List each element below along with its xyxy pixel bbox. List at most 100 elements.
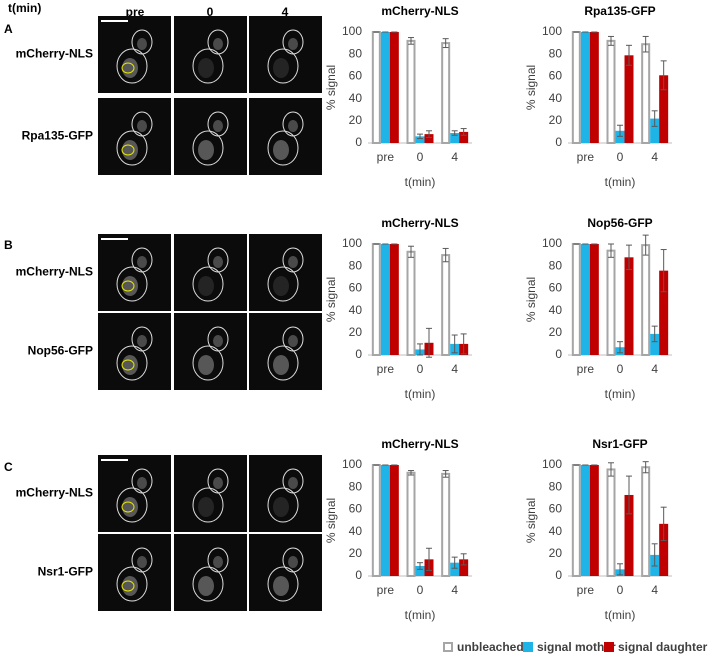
cell-blob: [273, 497, 289, 517]
cell-blob: [198, 355, 214, 375]
y-tick-label: 80: [549, 258, 563, 272]
micrograph: [174, 234, 247, 311]
row-label: Nsr1-GFP: [38, 565, 93, 579]
y-tick-label: 40: [549, 91, 563, 105]
error-bar: [451, 130, 458, 136]
image-bg: [174, 534, 247, 611]
bar: [450, 562, 460, 576]
bar: [441, 472, 451, 578]
series: [589, 31, 669, 144]
series: [380, 464, 460, 576]
cell-blob: [198, 58, 214, 78]
y-tick-label: 40: [549, 524, 563, 538]
y-tick-label: 0: [355, 135, 362, 149]
row-label: mCherry-NLS: [16, 486, 93, 500]
y-tick-label: 0: [355, 568, 362, 582]
x-axis-title: t(min): [605, 175, 636, 189]
error-bar: [642, 461, 649, 474]
bar: [650, 333, 660, 355]
cell-blob: [273, 140, 289, 160]
cell-outline: [267, 266, 299, 302]
bar: [389, 465, 399, 576]
bleach-roi: [121, 62, 135, 74]
bar: [389, 244, 399, 355]
micrograph: [174, 98, 247, 175]
bar: [589, 465, 599, 576]
error-bar: [451, 556, 458, 569]
series: [371, 31, 451, 145]
error-bar: [442, 38, 449, 49]
image-bg: [249, 16, 322, 93]
bleach-roi: [121, 359, 135, 371]
cell-blob: [273, 58, 289, 78]
error-bar: [626, 244, 632, 271]
error-bar: [660, 60, 667, 91]
x-tick-label: 0: [617, 583, 624, 597]
x-axis-title: t(min): [605, 387, 636, 401]
image-bg: [249, 234, 322, 311]
cell-outline: [207, 468, 229, 494]
cell-blob: [213, 38, 223, 50]
micrograph: [98, 234, 171, 311]
series: [580, 243, 660, 355]
x-tick-label: pre: [577, 362, 595, 376]
y-tick-label: 0: [555, 135, 562, 149]
cell-outline: [282, 468, 304, 494]
bleach-roi: [121, 280, 135, 292]
error-bar: [451, 334, 458, 354]
cell-outline: [116, 487, 148, 523]
error-bar: [651, 110, 658, 127]
series: [371, 243, 451, 357]
image-bg: [98, 455, 171, 532]
cell-blob: [288, 556, 298, 568]
cell-blob: [273, 276, 289, 296]
error-bar: [642, 234, 649, 256]
cell-outline: [282, 29, 304, 55]
time-label: t(min): [8, 1, 41, 15]
cell-blob: [198, 497, 214, 517]
cell-outline: [131, 547, 153, 573]
error-bar: [651, 325, 658, 343]
error-bar: [660, 506, 667, 541]
panel-label: A: [4, 22, 13, 36]
cell-blob: [288, 256, 298, 268]
series: [389, 31, 469, 143]
series: [389, 243, 469, 358]
series: [589, 464, 669, 576]
y-tick-label: 100: [342, 457, 362, 471]
cell-outline: [282, 247, 304, 273]
x-tick-label: 4: [451, 362, 458, 376]
cell-blob: [213, 477, 223, 489]
y-tick-label: 80: [549, 479, 563, 493]
x-axis-title: t(min): [405, 175, 436, 189]
legend-label: signal daughter: [618, 640, 708, 654]
y-axis-title: % signal: [324, 498, 338, 543]
image-bg: [98, 234, 171, 311]
image-bg: [249, 313, 322, 390]
legend-swatch: [523, 642, 533, 652]
bar: [659, 523, 669, 576]
series: [389, 464, 469, 576]
cell-blob: [122, 58, 138, 78]
y-tick-label: 100: [342, 24, 362, 38]
bar: [406, 39, 416, 145]
y-tick-label: 0: [355, 347, 362, 361]
bar: [580, 32, 590, 143]
bar: [615, 130, 625, 143]
y-tick-label: 40: [349, 91, 363, 105]
cell-blob: [198, 576, 214, 596]
cell-outline: [131, 29, 153, 55]
row-label: mCherry-NLS: [16, 265, 93, 279]
y-axis-title: % signal: [524, 498, 538, 543]
y-tick-label: 100: [342, 236, 362, 250]
bar: [380, 244, 390, 355]
legend-label: signal mother: [537, 640, 616, 654]
y-tick-label: 20: [349, 113, 363, 127]
series: [589, 243, 669, 355]
x-axis-title: t(min): [405, 387, 436, 401]
cell-outline: [267, 345, 299, 381]
error-bar: [426, 130, 432, 138]
y-tick-label: 0: [555, 568, 562, 582]
bar: [441, 42, 451, 144]
panel-label: C: [4, 460, 13, 474]
